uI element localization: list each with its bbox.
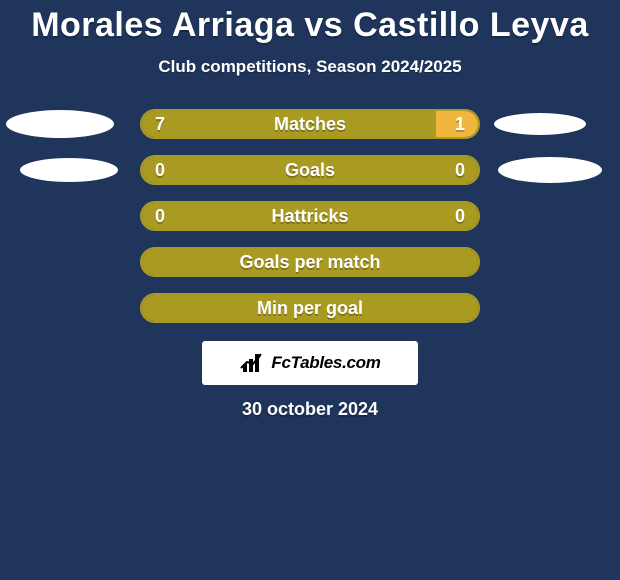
comparison-infographic: Morales Arriaga vs Castillo Leyva Club c… bbox=[0, 0, 620, 580]
subtitle: Club competitions, Season 2024/2025 bbox=[0, 57, 620, 77]
stat-row: Matches71 bbox=[0, 109, 620, 139]
stat-row: Hattricks00 bbox=[0, 201, 620, 231]
stat-bar bbox=[140, 109, 480, 139]
stat-bar bbox=[140, 293, 480, 323]
stat-value-player1: 0 bbox=[144, 201, 176, 231]
player2-marker bbox=[494, 113, 586, 135]
player1-marker bbox=[20, 158, 118, 182]
stat-value-player1: 0 bbox=[144, 155, 176, 185]
stat-row: Goals00 bbox=[0, 155, 620, 185]
page-title: Morales Arriaga vs Castillo Leyva bbox=[0, 0, 620, 45]
stat-rows: Matches71Goals00Hattricks00Goals per mat… bbox=[0, 109, 620, 323]
source-badge: FcTables.com bbox=[202, 341, 418, 385]
chart-icon bbox=[239, 352, 267, 374]
player2-marker bbox=[498, 157, 602, 183]
stat-value-player2: 1 bbox=[444, 109, 476, 139]
stat-bar bbox=[140, 247, 480, 277]
stat-bar bbox=[140, 201, 480, 231]
stat-row: Goals per match bbox=[0, 247, 620, 277]
bar-segment-player1 bbox=[142, 111, 440, 139]
player1-marker bbox=[6, 110, 114, 138]
stat-value-player2: 0 bbox=[444, 155, 476, 185]
stat-bar bbox=[140, 155, 480, 185]
stat-row: Min per goal bbox=[0, 293, 620, 323]
date-label: 30 october 2024 bbox=[0, 399, 620, 420]
stat-value-player1: 7 bbox=[144, 109, 176, 139]
stat-value-player2: 0 bbox=[444, 201, 476, 231]
badge-text: FcTables.com bbox=[271, 353, 380, 373]
